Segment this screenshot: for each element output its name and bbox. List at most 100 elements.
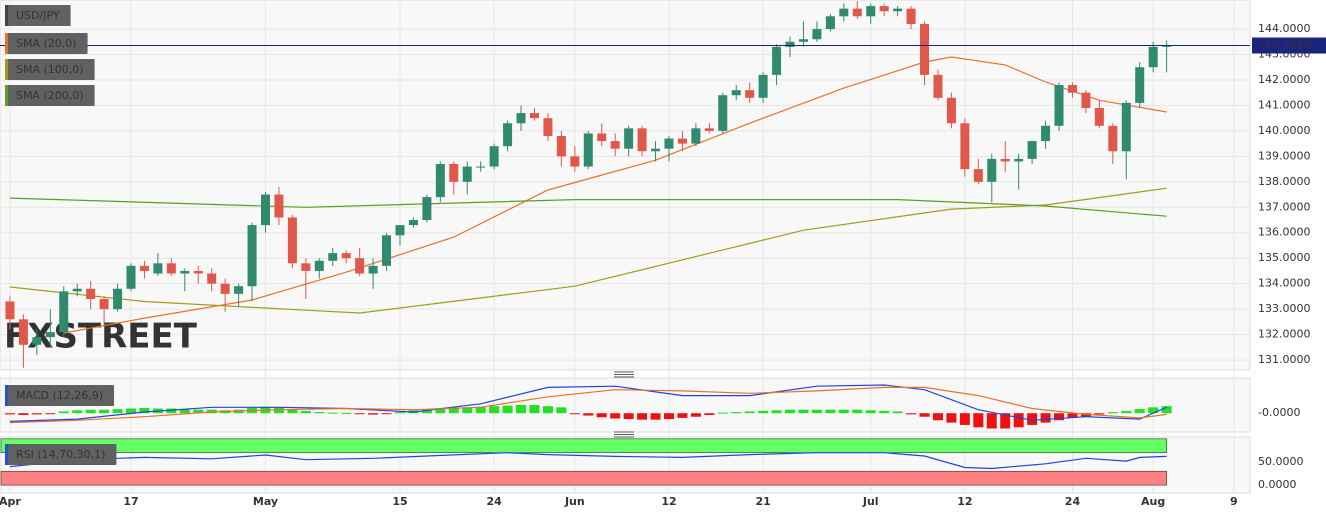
macd-histogram-bar (139, 407, 150, 414)
macd-histogram-bar (932, 413, 943, 421)
macd-histogram-bar (327, 412, 338, 414)
macd-histogram-bar (99, 409, 110, 414)
candle-body (1108, 125, 1118, 152)
macd-histogram-bar (906, 413, 917, 415)
legend-box (5, 5, 71, 26)
macd-histogram-bar (717, 412, 728, 414)
macd-histogram-bar (1054, 413, 1065, 421)
candle-body (59, 291, 69, 333)
legend-label: MACD (12,26,9) (16, 389, 103, 402)
macd-histogram-bar (1000, 413, 1011, 429)
legend-label: USD/JPY (16, 9, 60, 22)
candle-body (260, 194, 270, 226)
macd-histogram-bar (516, 405, 527, 414)
macd-histogram-bar (556, 407, 567, 414)
y-tick-label: 137.0000 (1258, 200, 1311, 213)
y-tick-label: 144.0000 (1258, 22, 1311, 35)
panel-grip[interactable] (614, 431, 634, 438)
candle-body (408, 220, 418, 226)
candle-body (973, 169, 983, 182)
macd-histogram-bar (1121, 410, 1132, 414)
candle-body (664, 138, 674, 149)
candle-body (1094, 107, 1104, 126)
legend-box (5, 444, 117, 465)
indicator-line (9, 386, 1167, 424)
macd-histogram-bar (72, 410, 83, 414)
candle-body (382, 235, 392, 266)
indicator-line (63, 56, 1167, 334)
candle-body (556, 135, 566, 157)
candle-body (328, 253, 338, 261)
candle-body (731, 90, 741, 96)
y-tick-label: 135.0000 (1258, 251, 1311, 264)
legend-entry: USD/JPY (5, 5, 71, 26)
macd-histogram-bar (785, 409, 796, 414)
legend-box (5, 85, 95, 106)
x-tick-label: 12 (661, 495, 676, 508)
macd-histogram-bar (798, 409, 809, 414)
macd-histogram-bar (637, 413, 648, 420)
macd-histogram-bar (1013, 413, 1024, 428)
macd-histogram-bar (125, 408, 136, 414)
candle-body (503, 123, 513, 147)
macd-histogram-bar (462, 407, 473, 414)
macd-histogram-bar (731, 412, 742, 414)
candle-body (624, 128, 634, 149)
macd-histogram-bar (959, 413, 970, 425)
macd-histogram-bar (1107, 412, 1118, 414)
macd-histogram-bar (1161, 406, 1172, 414)
macd-histogram-bar (18, 413, 29, 415)
macd-histogram-bar (623, 413, 634, 420)
legend-entry: SMA (200,0) (5, 85, 95, 106)
macd-histogram-bar (852, 409, 863, 414)
indicator-line (9, 197, 1167, 217)
legend-stripe (5, 85, 8, 106)
x-tick-label: May (253, 495, 278, 508)
candle-body (449, 163, 459, 182)
macd-histogram-bar (1067, 413, 1078, 418)
legend-entry: SMA (100,0) (5, 59, 95, 80)
macd-panel (0, 377, 1251, 433)
candle-body (677, 138, 687, 144)
macd-histogram-bar (166, 408, 177, 414)
macd-histogram-bar (394, 412, 405, 414)
candle-body (651, 148, 661, 152)
y-tick-label: 141.0000 (1258, 98, 1311, 111)
candle-body (139, 265, 149, 271)
legend-stripe (5, 59, 8, 80)
candle-body (72, 288, 82, 292)
candle-body (234, 286, 244, 294)
macd-histogram-bar (193, 409, 204, 414)
macd-histogram-bar (58, 411, 69, 414)
candle-body (301, 263, 311, 271)
y-tick-label: 0.0000 (1258, 478, 1297, 491)
candle-body (704, 128, 714, 131)
macd-histogram-bar (448, 407, 459, 414)
candle-body (462, 166, 472, 182)
macd-histogram-bar (973, 413, 984, 428)
y-tick-label: 132.0000 (1258, 328, 1311, 341)
macd-histogram-bar (677, 413, 688, 418)
candle-body (45, 332, 55, 338)
rsi-zone (0, 438, 1167, 454)
y-tick-label: 139.0000 (1258, 149, 1311, 162)
macd-histogram-bar (1040, 413, 1051, 423)
y-tick-label: 133.0000 (1258, 302, 1311, 315)
candle-body (314, 260, 324, 271)
y-tick-label: 50.0000 (1258, 455, 1304, 468)
candle-body (610, 141, 620, 149)
macd-histogram-bar (610, 413, 621, 419)
candle-body (5, 301, 15, 320)
candle-body (207, 273, 217, 284)
candle-body (933, 74, 943, 98)
macd-histogram-bar (31, 413, 42, 415)
rsi-zone (0, 470, 1167, 486)
indicator-line (9, 187, 1167, 314)
macd-histogram-bar (300, 410, 311, 414)
candle-body (422, 197, 432, 221)
macd-histogram-bar (314, 412, 325, 414)
macd-histogram-bar (879, 410, 890, 414)
macd-histogram-bar (435, 407, 446, 414)
macd-histogram-bar (341, 412, 352, 414)
panel-grip[interactable] (614, 371, 634, 378)
